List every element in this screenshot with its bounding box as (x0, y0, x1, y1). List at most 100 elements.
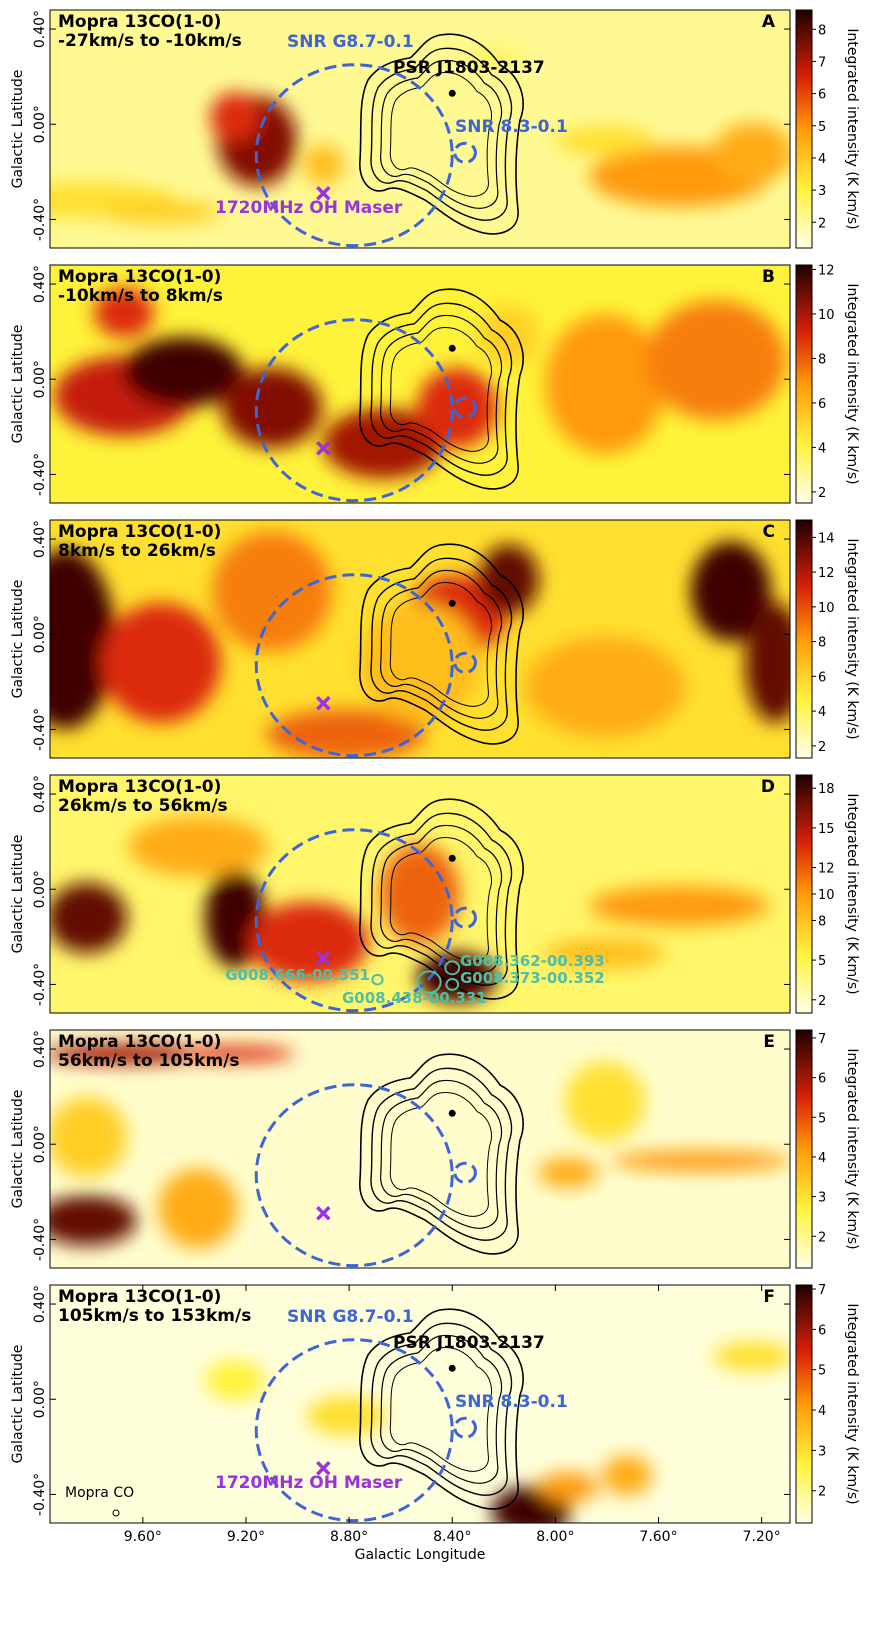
colorbar-tick-label: 4 (818, 441, 826, 456)
y-tick-label: 0.40° (32, 10, 48, 48)
colorbar (795, 9, 813, 249)
emission-blob (417, 367, 497, 448)
colorbar-tick-label: 2 (818, 740, 826, 755)
colorbar-tick-label: 7 (818, 1283, 826, 1298)
emission-blob (158, 1168, 238, 1249)
object-label: SNR G8.7-0.1 (287, 1307, 414, 1327)
emission (50, 531, 790, 758)
contour (380, 1334, 503, 1484)
colorbar-label: Integrated intensity (K km/s) (844, 283, 860, 484)
emission-blob (101, 200, 221, 225)
pulsar (448, 89, 456, 97)
contour (380, 824, 503, 974)
emission-blob (538, 1472, 598, 1503)
y-axis-label: Galactic Latitude (10, 325, 26, 444)
y-tick-label: -0.40° (32, 963, 48, 1006)
colorbar-tick-label: 7 (818, 1032, 826, 1047)
contour (389, 1092, 492, 1217)
panel-title: Mopra 13CO(1-0) (58, 12, 221, 32)
emission-blob (565, 1061, 645, 1142)
emission-blob (128, 816, 268, 877)
plot-frame (49, 1029, 791, 1269)
colorbar-tick-label: 10 (818, 308, 835, 323)
contour (359, 1053, 524, 1255)
emission-blob (249, 901, 369, 982)
emission-blob (589, 885, 769, 926)
colorbar-tick-label: 4 (818, 1151, 826, 1166)
panel-subtitle: -27km/s to -10km/s (58, 31, 242, 51)
contour (359, 543, 524, 745)
panel-title: Mopra 13CO(1-0) (58, 267, 221, 287)
contour (380, 1079, 503, 1229)
colorbar-tick-label: 10 (818, 601, 835, 616)
x-tick-label: 9.60° (124, 1529, 162, 1545)
object-label: SNR G8.7-0.1 (287, 32, 414, 52)
colorbar-tick-label: 8 (818, 352, 826, 367)
contour (359, 798, 524, 1000)
contour (380, 314, 503, 464)
colorbar-tick-label: 8 (818, 914, 826, 929)
snr-circle (453, 906, 477, 929)
emission-blob (745, 602, 790, 723)
panel-title: Mopra 13CO(1-0) (58, 1287, 221, 1307)
maser (316, 951, 331, 966)
x-tick-label: 7.60° (639, 1529, 677, 1545)
colorbar-tick-label: 2 (818, 1485, 826, 1500)
panel-subtitle: 56km/s to 105km/s (58, 1051, 239, 1071)
colorbar (795, 264, 813, 504)
contour (370, 557, 513, 731)
heatmap (50, 10, 790, 248)
y-tick-label: -0.40° (32, 1473, 48, 1516)
y-axis-label: Galactic Latitude (10, 580, 26, 699)
emission-blob (123, 337, 244, 408)
object-label: 1720MHz OH Maser (215, 1473, 403, 1493)
source-label: G008.666-00.351 (225, 966, 370, 984)
pulsar (448, 1109, 456, 1117)
emission-blob (210, 92, 260, 143)
emission-blob (323, 408, 443, 479)
emission-blob (50, 1097, 127, 1178)
colorbar-tick-label: 2 (818, 1230, 826, 1245)
emission-blob (94, 287, 154, 338)
emission-blob (360, 602, 480, 723)
maser (316, 441, 331, 456)
colorbar-tick-label: 2 (818, 994, 826, 1009)
source-circle (445, 977, 460, 991)
emission-blob (205, 1360, 265, 1401)
maser (316, 186, 331, 201)
contour (370, 812, 513, 986)
colorbar-label: Integrated intensity (K km/s) (844, 1048, 860, 1249)
snr-circle (453, 1161, 477, 1184)
panel-subtitle: -10km/s to 8km/s (58, 286, 223, 306)
y-axis-label: Galactic Latitude (10, 1090, 26, 1209)
colorbar-tick-label: 6 (818, 88, 826, 103)
panel-subtitle: 105km/s to 153km/s (58, 1306, 251, 1326)
contour (389, 327, 492, 452)
emission (54, 287, 786, 479)
plot-frame (49, 519, 791, 759)
colorbar (795, 519, 813, 759)
y-tick-label: 0.00° (32, 105, 48, 143)
emission-blob (222, 367, 322, 448)
snr-circle (453, 141, 477, 164)
colorbar-tick-label: 6 (818, 670, 826, 685)
emission-blob (545, 938, 665, 969)
x-axis-label: Galactic Longitude (355, 1547, 486, 1563)
emission-blob (646, 300, 786, 421)
pulsar (448, 1364, 456, 1372)
contour (370, 47, 513, 221)
contour (389, 837, 492, 962)
colorbar (795, 1029, 813, 1269)
emission-blob (175, 1045, 295, 1062)
pulsar (448, 599, 456, 607)
panel-subtitle: 8km/s to 26km/s (58, 541, 216, 561)
panel-title: Mopra 13CO(1-0) (58, 777, 221, 797)
y-tick-label: -0.40° (32, 708, 48, 751)
panel: SNR G8.7-0.1 PSR J1803-2137 SNR 8.3-0.1 172… (10, 9, 860, 249)
emission-blob (50, 549, 115, 729)
emission-blob (713, 1341, 790, 1372)
heatmap (50, 775, 790, 1013)
emission-blob (478, 306, 539, 367)
maser (316, 1461, 331, 1476)
